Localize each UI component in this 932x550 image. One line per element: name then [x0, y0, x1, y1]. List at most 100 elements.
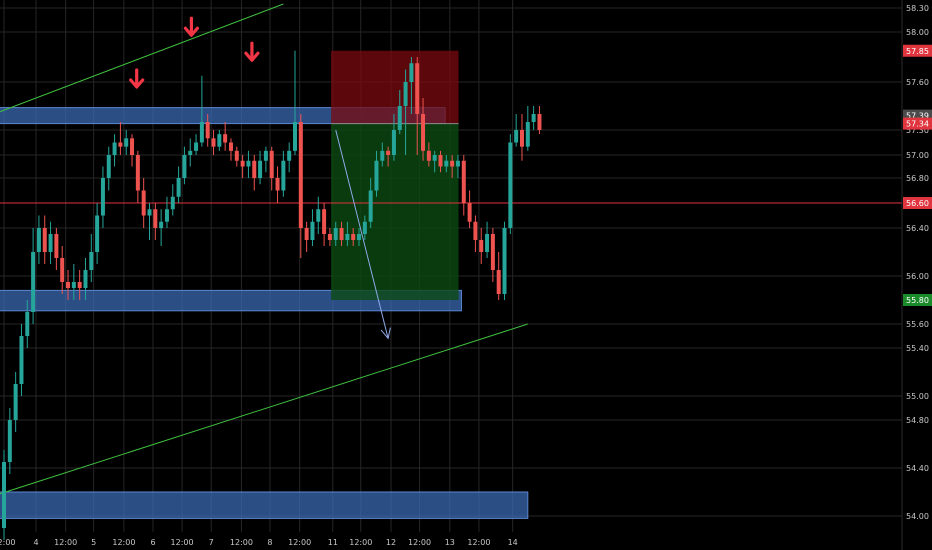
time-tick-label: 7 — [209, 538, 214, 547]
candle-body — [287, 150, 292, 161]
candle-body — [438, 155, 443, 167]
candle-body — [391, 130, 396, 155]
candle-body — [339, 228, 344, 240]
price-tag-label: 57.39 — [906, 112, 929, 121]
time-tick-label: 12 — [386, 538, 396, 547]
candle — [362, 215, 367, 240]
price-tag-label: 57.85 — [906, 47, 929, 56]
candle-body — [71, 282, 76, 288]
candle — [415, 57, 420, 155]
candle — [31, 228, 36, 324]
candle — [2, 450, 6, 540]
candle — [473, 215, 478, 252]
candle — [380, 142, 385, 167]
candle — [403, 69, 408, 155]
candle — [217, 130, 222, 151]
candle — [327, 228, 332, 246]
candle-body — [432, 155, 437, 161]
candle-body — [386, 150, 391, 155]
candle-body — [7, 420, 12, 462]
candle — [333, 221, 338, 246]
candle-body — [281, 160, 286, 191]
price-tag: 55.80 — [903, 294, 932, 306]
candle-body — [322, 209, 327, 234]
candle-body — [345, 234, 350, 240]
price-axis[interactable]: 58.30 58.00 57.60 57.30 57.00 56.80 56.40 56.00… — [906, 4, 929, 521]
price-tag-label: 55.80 — [906, 296, 929, 305]
projection-arrow — [335, 129, 391, 340]
price-tick-label: 57.00 — [906, 151, 929, 160]
candle — [485, 221, 490, 258]
candle-body — [211, 138, 216, 147]
candle — [351, 228, 356, 246]
candle-body — [269, 150, 274, 178]
candle-body — [240, 160, 245, 167]
candle — [252, 155, 257, 191]
candle — [211, 130, 216, 155]
candle — [141, 178, 146, 228]
candle-body — [95, 215, 100, 252]
candle — [95, 203, 100, 264]
candle-body — [194, 142, 199, 151]
candle-body — [426, 150, 431, 161]
candle — [71, 264, 76, 300]
candle — [54, 228, 59, 270]
candle-body — [444, 160, 449, 167]
candle-body — [502, 228, 507, 294]
down-markers — [129, 16, 260, 89]
candle-body — [42, 228, 47, 252]
candle — [159, 209, 164, 246]
candle — [66, 270, 71, 300]
candle — [450, 155, 455, 178]
time-tick-label: 12:00 — [349, 538, 372, 547]
candle-body — [415, 63, 420, 114]
candle-body — [234, 150, 239, 161]
candle-body — [362, 221, 367, 234]
candle-body — [100, 178, 105, 216]
candle — [164, 196, 169, 228]
candle-body — [83, 270, 88, 288]
candle-body — [450, 160, 455, 167]
arrow-head — [380, 327, 391, 340]
candle — [502, 221, 507, 300]
time-tick-label: 4 — [33, 538, 38, 547]
price-tick-label: 57.30 — [906, 126, 929, 135]
candle-body — [310, 221, 315, 240]
candle-body — [304, 228, 309, 240]
down-arrow-head — [183, 26, 200, 37]
time-axis[interactable]: 12:00 4 12:00 5 12:00 6 12:00 7 12:00 8 12:00 11 12:… — [0, 538, 518, 547]
time-tick-label: 13 — [445, 538, 455, 547]
candle-body — [525, 122, 530, 147]
candle — [467, 190, 472, 228]
candle-body — [368, 190, 373, 222]
candle — [391, 114, 396, 161]
candle — [368, 178, 373, 228]
price-tick-label: 56.80 — [906, 174, 929, 183]
candle — [13, 372, 18, 432]
candle-body — [508, 142, 513, 228]
candle-body — [25, 312, 30, 336]
candle — [508, 134, 513, 234]
candle — [228, 138, 233, 161]
candle — [374, 150, 379, 197]
candle-body — [316, 209, 321, 222]
candle-body — [60, 258, 65, 282]
candle — [194, 134, 199, 155]
candle — [357, 228, 362, 246]
candle-body — [19, 336, 24, 384]
candle — [531, 106, 536, 130]
candle — [426, 142, 431, 167]
candle — [397, 90, 402, 135]
candle — [258, 150, 263, 185]
candle-body — [327, 234, 332, 240]
candle-body — [374, 160, 379, 191]
price-tick-label: 55.60 — [906, 320, 929, 329]
candle-body — [130, 138, 135, 155]
candle-body — [252, 160, 257, 178]
candle-body — [351, 234, 356, 240]
time-tick-label: 5 — [91, 538, 96, 547]
candle-body — [298, 122, 303, 228]
time-tick-label: 12:00 — [171, 538, 194, 547]
